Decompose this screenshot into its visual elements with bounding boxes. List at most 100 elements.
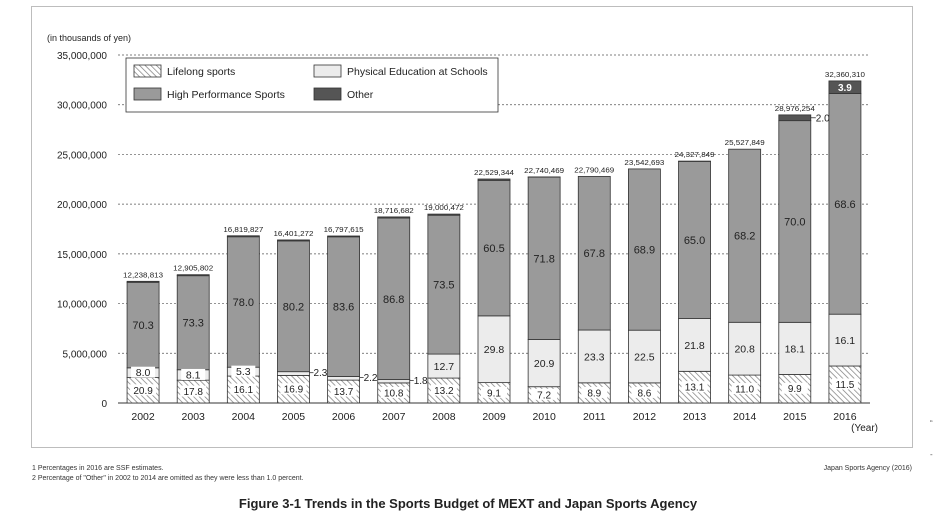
- label-bg: [330, 385, 357, 397]
- segment-label: 18.1: [785, 343, 806, 355]
- total-label: 22,529,344: [474, 168, 514, 177]
- label-bg: [231, 365, 256, 377]
- segment-label: 8.9: [587, 388, 601, 399]
- x-tick-label: 2006: [332, 411, 356, 423]
- y-tick-label: 20,000,000: [57, 200, 107, 211]
- segment-label: 68.9: [634, 245, 655, 257]
- bar-segment-physical-education-at-schools: [527, 339, 561, 388]
- label-bg: [230, 383, 257, 395]
- segment-label: 2.2: [364, 373, 378, 384]
- label-bg: [181, 368, 206, 380]
- segment-label: 70.3: [132, 320, 153, 332]
- bar-segment-physical-education-at-schools: [277, 371, 310, 376]
- total-label: 16,819,827: [223, 225, 263, 234]
- y-axis-title: (in thousands of yen): [47, 33, 131, 43]
- segment-label: 20.9: [534, 358, 555, 370]
- bar-segment-physical-education-at-schools: [327, 376, 361, 381]
- legend-swatch: [133, 64, 162, 78]
- y-tick-label: 5,000,000: [63, 349, 108, 360]
- total-label: 32,360,310: [825, 70, 865, 79]
- segment-label: 3.9: [838, 83, 852, 94]
- label-bg: [180, 385, 207, 397]
- segment-label: 73.5: [433, 280, 454, 292]
- label-bg: [831, 378, 858, 390]
- x-tick-label: 2016: [833, 411, 857, 423]
- total-label: 22,740,469: [524, 166, 564, 175]
- bar-segment-high-performance-sports: [527, 176, 561, 340]
- segment-label: 80.2: [283, 301, 304, 313]
- bar-segment-high-performance-sports: [628, 168, 661, 331]
- bar-segment-other: [327, 235, 361, 238]
- segment-label: 13.2: [434, 386, 454, 397]
- total-label: 23,542,693: [624, 158, 664, 167]
- bar-segment-other: [277, 239, 310, 242]
- segment-label: 2.0: [816, 113, 830, 124]
- x-tick-label: 2015: [783, 411, 807, 423]
- total-label: 24,327,849: [675, 150, 715, 159]
- segment-label: 68.2: [734, 231, 755, 243]
- y-tick-label: 30,000,000: [57, 101, 107, 112]
- segment-label: 12.7: [434, 361, 455, 373]
- label-bg: [631, 386, 658, 398]
- segment-label: 83.6: [333, 302, 354, 314]
- x-tick-label: 2013: [683, 411, 707, 423]
- label-bg: [481, 386, 507, 398]
- segment-label: 16.9: [284, 385, 304, 396]
- segment-label: 8.0: [136, 367, 151, 379]
- total-label: 12,905,802: [173, 264, 213, 273]
- bar-segment-high-performance-sports: [427, 214, 461, 355]
- label-bg: [531, 388, 558, 400]
- label-bg: [781, 382, 808, 394]
- legend-swatch: [313, 64, 342, 78]
- bar-segment-other: [176, 274, 210, 277]
- segment-label: 8.6: [637, 388, 651, 399]
- sports-budget-chart: (in thousands of yen) 0 5,000,000 10,000,00…: [47, 33, 878, 434]
- source-note: Japan Sports Agency (2016): [823, 465, 912, 472]
- segment-label: 78.0: [233, 297, 254, 309]
- segment-label: 13.7: [334, 387, 354, 398]
- segment-label: 5.3: [236, 366, 251, 378]
- x-tick-label: 2010: [532, 411, 556, 423]
- x-tick-label: 2014: [733, 411, 757, 423]
- segment-label: 60.5: [483, 243, 504, 255]
- total-label: 16,797,615: [324, 225, 364, 234]
- y-tick-label: 0: [101, 399, 107, 410]
- bar-segment-high-performance-sports: [828, 93, 862, 315]
- x-tick-label: 2008: [432, 411, 456, 423]
- total-label: 12,238,813: [123, 270, 163, 279]
- segment-label: 11.0: [735, 385, 754, 396]
- x-tick-label: 2009: [482, 411, 506, 423]
- bar-segment-other: [828, 80, 862, 94]
- total-label: 16,401,272: [273, 229, 313, 238]
- legend-label: High Performance Sports: [167, 89, 285, 101]
- x-tick-label: 2004: [232, 411, 256, 423]
- side-mark: -: [930, 450, 933, 459]
- legend-label: Other: [347, 89, 374, 101]
- bar-segment-high-performance-sports: [477, 179, 511, 317]
- label-bg: [430, 384, 457, 396]
- label-bg: [731, 383, 758, 395]
- segment-label: 16.1: [835, 335, 856, 347]
- segment-label: 20.9: [133, 386, 153, 397]
- segment-label: 7.2: [537, 390, 551, 401]
- bar-segment-high-performance-sports: [728, 148, 762, 323]
- figure-caption: Figure 3-1 Trends in the Sports Budget o…: [238, 496, 698, 511]
- bar-segment-other: [126, 280, 160, 283]
- y-tick-label: 15,000,000: [57, 250, 107, 261]
- total-label: 19,000,472: [424, 203, 464, 212]
- segment-label: 13.1: [685, 383, 705, 394]
- bar-segment-other: [427, 213, 461, 216]
- segment-label: 21.8: [684, 340, 705, 352]
- bar-segment-high-performance-sports: [327, 236, 361, 377]
- total-label: 28,976,254: [775, 104, 815, 113]
- total-label: 18,716,682: [374, 206, 414, 215]
- bar-segment-high-performance-sports: [778, 120, 812, 323]
- x-tick-label: 2007: [382, 411, 406, 423]
- legend-swatch: [133, 87, 162, 101]
- segment-label: 9.1: [487, 388, 501, 399]
- bar-segment-physical-education-at-schools: [728, 321, 762, 376]
- segment-label: 65.0: [684, 235, 705, 247]
- segment-label: 9.9: [788, 384, 802, 395]
- footnote-2: 2 Percentage of "Other" in 2002 to 2014 …: [32, 475, 304, 482]
- label-bg: [581, 386, 608, 398]
